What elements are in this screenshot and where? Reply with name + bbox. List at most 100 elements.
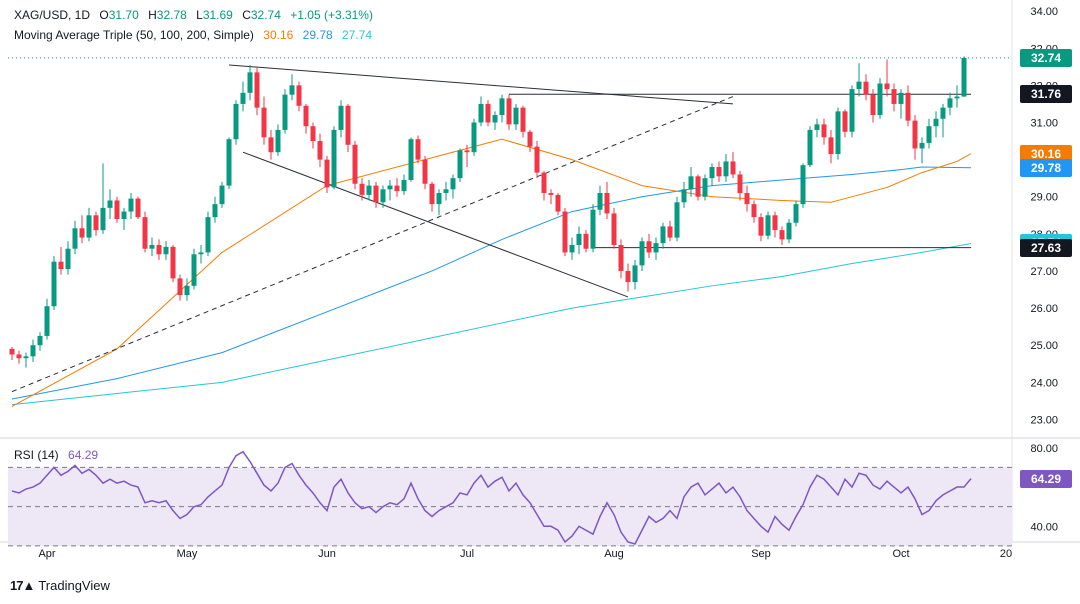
rsi-band [8, 467, 1012, 546]
candle-body [247, 72, 253, 93]
close-label: C [242, 8, 251, 22]
candle-body [618, 244, 624, 271]
candle-body [121, 211, 127, 219]
candle-body [212, 204, 218, 218]
candle-body [422, 159, 428, 184]
candle-body [674, 202, 680, 238]
candle-body [233, 103, 239, 140]
candle-body [415, 139, 421, 160]
candle-body [373, 185, 379, 203]
candle-body [933, 118, 939, 127]
time-tick-label: Jul [460, 548, 474, 560]
candle-body [198, 252, 204, 255]
candle-body [478, 103, 484, 123]
change-value: +1.05 (+3.31%) [290, 8, 373, 22]
candle-body [107, 200, 113, 208]
candle-body [891, 89, 897, 104]
candle-body [534, 146, 540, 173]
candle-body [296, 85, 302, 106]
time-tick-label: Sep [751, 548, 771, 560]
candle-body [597, 193, 603, 210]
candle-body [282, 94, 288, 130]
candle-body [324, 159, 330, 188]
candle-body [639, 241, 645, 266]
candle-body [947, 98, 953, 108]
candle-body [135, 198, 141, 218]
candle-body [828, 137, 834, 155]
tradingview-logo[interactable]: 17▲ TradingView [10, 578, 110, 593]
brand-label: TradingView [38, 578, 110, 593]
candle-body [758, 217, 764, 236]
candle-body [772, 215, 778, 231]
candle-body [177, 278, 183, 296]
candle-body [254, 72, 260, 108]
candle-body [548, 193, 554, 195]
candle-body [814, 124, 820, 130]
candle-body [205, 217, 211, 253]
candle-body [702, 178, 708, 197]
open-label: O [99, 8, 109, 22]
candle-body [765, 215, 771, 236]
candle-body [737, 174, 743, 194]
candle-body [65, 248, 71, 270]
candle-body [366, 185, 372, 195]
candle-body [954, 96, 960, 99]
candle-body [688, 176, 694, 190]
rsi-legend: RSI (14) 64.29 [14, 448, 98, 462]
ma200-value: 27.74 [342, 28, 373, 42]
candle-body [730, 161, 736, 175]
candle-body [51, 261, 57, 307]
rsi-value: 64.29 [68, 448, 99, 462]
candle-body [583, 233, 589, 249]
candle-body [653, 243, 659, 253]
candle-body [604, 193, 610, 214]
price-tick-label: 24.00 [1030, 377, 1058, 389]
high-label: H [148, 8, 157, 22]
candle-body [268, 137, 274, 153]
candle-body [86, 215, 92, 238]
open-value: 31.70 [108, 8, 139, 22]
candle-body [429, 183, 435, 205]
candle-body [44, 306, 50, 336]
candle-body [821, 124, 827, 138]
candle-body [261, 107, 267, 138]
price-tick-label: 25.00 [1030, 340, 1058, 352]
candle-body [289, 85, 295, 95]
candle-body [667, 226, 673, 238]
candle-body [716, 167, 722, 177]
symbol-legend: XAG/USD, 1D O31.70 H32.78 L31.69 C32.74 … [14, 8, 373, 22]
candle-body [352, 144, 358, 184]
symbol-label[interactable]: XAG/USD, 1D [14, 8, 91, 22]
grid [0, 0, 1080, 543]
candle-body [485, 103, 491, 123]
price-tick-label: 26.00 [1030, 303, 1058, 315]
price-tag: 29.78 [1020, 158, 1072, 177]
candle-body [359, 183, 365, 195]
candle-body [695, 176, 701, 197]
candle-body [807, 129, 813, 166]
candle-body [443, 189, 449, 194]
candle-body [170, 246, 176, 279]
candle-body [464, 150, 470, 153]
ma-title[interactable]: Moving Average Triple (50, 100, 200, Sim… [14, 28, 254, 42]
candle-body [58, 261, 64, 270]
candle-body [709, 167, 715, 179]
close-value: 32.74 [250, 8, 281, 22]
price-tick-label: 31.00 [1030, 117, 1058, 129]
price-tag: 32.74 [1020, 48, 1072, 67]
price-tag: 31.76 [1020, 85, 1072, 104]
candle-body [72, 228, 78, 249]
candle-body [142, 217, 148, 249]
ma50-line [11, 138, 972, 407]
candle-body [751, 204, 757, 218]
time-tick-label: Jun [318, 548, 336, 560]
rsi-title[interactable]: RSI (14) [14, 448, 59, 462]
candle-body [387, 185, 393, 190]
price-tick-label: 29.00 [1030, 192, 1058, 204]
high-value: 32.78 [156, 8, 187, 22]
candle-body [870, 94, 876, 116]
candle-body [499, 98, 505, 116]
ma100-value: 29.78 [302, 28, 333, 42]
candle-body [555, 194, 561, 212]
